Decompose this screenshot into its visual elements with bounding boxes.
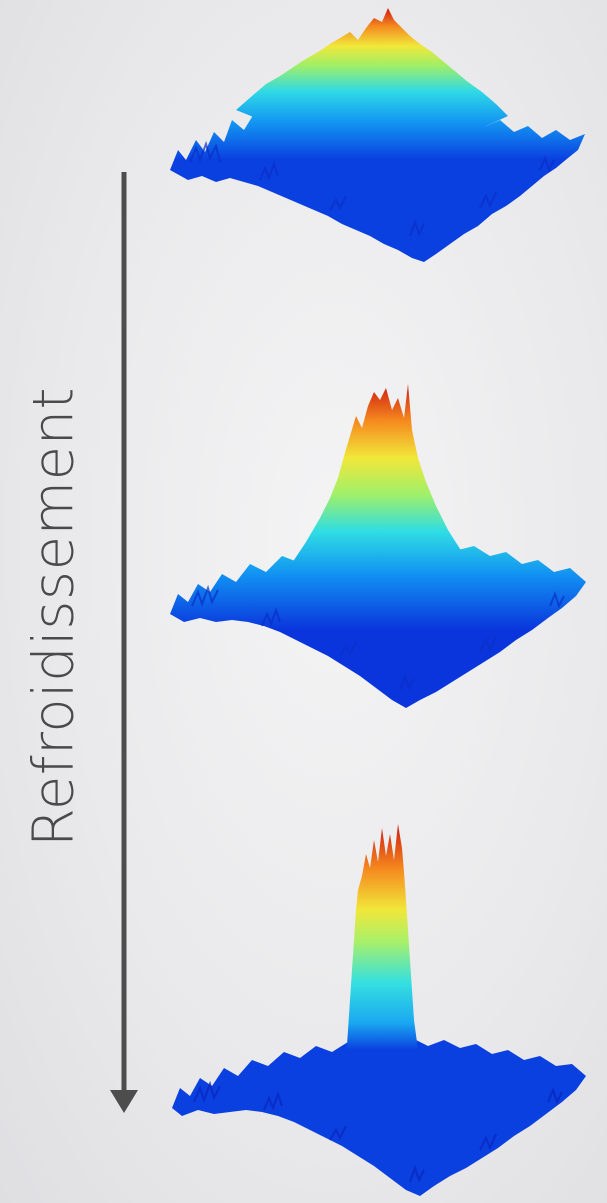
surface-plot-broad [170,8,585,262]
surface-base-plane [170,540,586,708]
surface-noise [191,584,565,691]
surface-plot-intermediate [170,384,586,708]
cooling-arrow-head [110,1090,138,1113]
surface-peak [290,384,478,598]
surface-base-plane [172,1038,586,1196]
surface-plot-sharp-peak [172,824,586,1196]
surface-noise [189,140,555,237]
surface-base-plane [170,96,585,262]
surface-peak-column [346,824,418,1066]
surface-peak [236,8,508,156]
surface-noise [193,1080,563,1183]
